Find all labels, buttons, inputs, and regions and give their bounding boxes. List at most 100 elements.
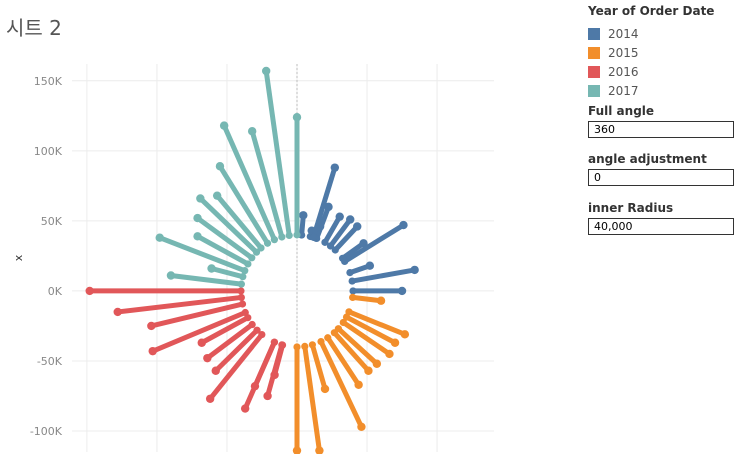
lollipop-head-2014: [299, 211, 308, 220]
lollipop-base-2017: [263, 239, 272, 247]
lollipop-base-2017: [237, 280, 245, 288]
lollipop-base-2015: [324, 334, 332, 342]
y-tick-label: -100K: [30, 425, 63, 438]
lollipop-stem-2017: [198, 196, 259, 254]
angle-adjustment-input[interactable]: 0: [588, 169, 734, 186]
lollipop-base-2017: [270, 236, 279, 244]
lollipop-head-2015: [315, 446, 324, 454]
y-tick-label: -50K: [37, 355, 63, 368]
lollipop-head-2014: [399, 220, 408, 230]
lollipop-base-2016: [278, 341, 286, 349]
lollipop-head-2016: [240, 404, 250, 413]
lollipop-base-2015: [308, 341, 316, 349]
lollipop-stem-2016: [150, 301, 244, 329]
legend-item-2016[interactable]: 2016: [588, 62, 736, 81]
lollipop-head-2017: [212, 191, 222, 200]
lollipop-stem-2014: [322, 215, 342, 244]
legend-label: 2016: [608, 64, 639, 79]
lollipop-head-2014: [353, 222, 362, 231]
legend-item-2014[interactable]: 2014: [588, 24, 736, 43]
y-tick-label: 100K: [34, 145, 63, 158]
legend-swatch: [588, 27, 600, 40]
lollipop-stem-2015: [352, 294, 382, 304]
lollipop-stem-2017: [170, 273, 242, 287]
lollipop-stem-2014: [333, 224, 360, 252]
lollipop-stem-2014: [328, 217, 353, 248]
lollipop-stem-2017: [221, 124, 277, 241]
lollipop-base-2015: [317, 337, 325, 346]
full-angle-input[interactable]: 360: [588, 121, 734, 138]
lollipop-stem-2017: [158, 235, 246, 273]
lollipop-head-2014: [359, 239, 368, 248]
lollipop-stem-2016: [242, 341, 277, 410]
lollipop-stem-2014: [311, 166, 338, 239]
legend-item-2015[interactable]: 2015: [588, 43, 736, 62]
param-angle-adjustment: angle adjustment 0: [588, 152, 734, 186]
lollipop-head-2017: [193, 213, 202, 223]
lollipop-head-2015: [292, 446, 302, 454]
lollipop-head-2014: [330, 163, 340, 172]
lollipop-base-2017: [293, 231, 301, 239]
param-inner-radius: inner Radius 40,000: [588, 201, 734, 235]
legend-item-2017[interactable]: 2017: [588, 81, 736, 100]
lollipop-head-2015: [354, 380, 363, 389]
lollipop-stem-2015: [332, 331, 371, 373]
lollipop-base-2015: [339, 318, 347, 327]
lollipop-base-2014: [348, 277, 356, 285]
lollipop-stem-2016: [265, 344, 285, 397]
lollipop-stem-2015: [348, 309, 406, 337]
lollipop-base-2015: [293, 343, 301, 351]
lollipop-head-2016: [205, 394, 215, 403]
lollipop-stem-2016: [208, 332, 264, 401]
lollipop-stem-2017: [249, 130, 285, 238]
lollipop-stem-2014: [343, 222, 405, 264]
lollipop-base-2016: [237, 293, 245, 302]
lollipop-stem-2016: [200, 315, 249, 345]
legend-label: 2015: [608, 45, 639, 60]
lollipop-head-2017: [207, 264, 216, 273]
legend-label: 2017: [608, 83, 639, 98]
lollipop-base-2015: [301, 342, 309, 351]
y-tick-label: 0K: [48, 285, 63, 298]
lollipop-head-2015: [357, 422, 366, 431]
lollipop-stem-2017: [196, 234, 250, 267]
lollipop-stem-2016: [214, 328, 259, 373]
lollipop-base-2017: [244, 260, 252, 268]
lollipop-stem-2015: [345, 314, 397, 345]
lollipop-base-2016: [253, 326, 261, 334]
param-label: angle adjustment: [588, 152, 707, 166]
lollipop-stem-2015: [325, 336, 361, 387]
lollipop-base-2014: [349, 287, 357, 295]
lollipop-base-2014: [309, 233, 318, 241]
lollipop-stem-2015: [318, 340, 364, 428]
lollipop-base-2014: [326, 242, 335, 250]
param-full-angle: Full angle 360: [588, 104, 734, 138]
lollipop-head-2017: [261, 66, 271, 76]
y-tick-label: 150K: [34, 75, 63, 88]
lollipop-stem-2016: [151, 310, 247, 354]
lollipop-head-2017: [155, 233, 164, 242]
lollipop-stem-2015: [341, 320, 391, 357]
lollipop-head-2016: [211, 366, 220, 375]
lollipop-head-2015: [376, 296, 386, 305]
inner-radius-input[interactable]: 40,000: [588, 218, 734, 235]
lollipop-base-2016: [237, 287, 245, 295]
legend-title: Year of Order Date: [588, 4, 715, 18]
lollipop-stem-2016: [117, 294, 242, 315]
legend: Year of Order Date 2014 2015 2016 2017: [588, 4, 736, 100]
lollipop-head-2017: [219, 121, 229, 130]
lollipop-head-2017: [292, 113, 302, 122]
lollipop-stem-2016: [205, 322, 254, 361]
lollipop-head-2017: [215, 162, 225, 171]
param-label: Full angle: [588, 104, 655, 118]
lollipop-head-2014: [346, 215, 355, 224]
lollipop-stem-2015: [309, 344, 328, 390]
lollipop-head-2017: [247, 127, 257, 136]
sheet-title: 시트 2: [6, 16, 62, 40]
lollipop-base-2015: [349, 293, 357, 302]
lollipop-base-2014: [341, 257, 349, 266]
lollipop-base-2014: [321, 238, 329, 246]
lollipop-head-2017: [166, 271, 176, 280]
lollipop-head-2014: [397, 286, 407, 296]
lollipop-head-2014: [335, 212, 344, 221]
